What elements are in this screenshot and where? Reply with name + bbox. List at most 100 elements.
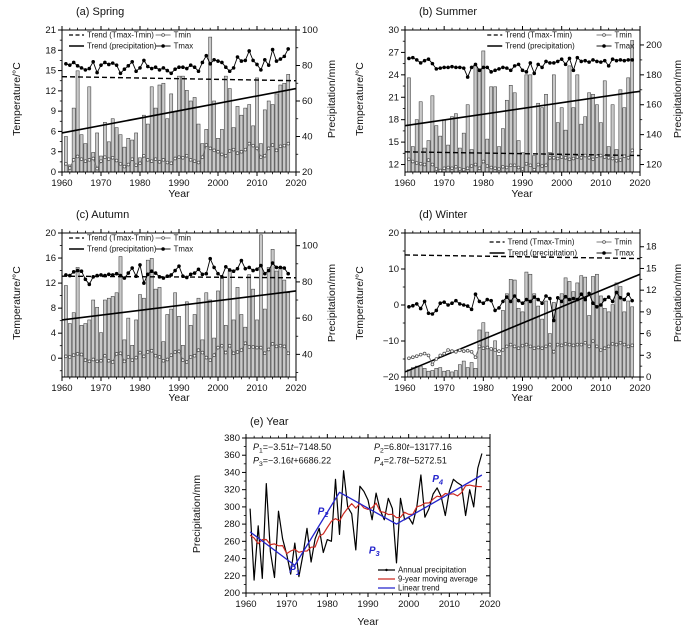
svg-text:24: 24 (388, 70, 399, 81)
svg-text:6: 6 (51, 126, 56, 137)
svg-text:Tmax: Tmax (615, 42, 635, 51)
panel-b-ylabel-right: Precipitation/mm (672, 59, 684, 139)
svg-text:21: 21 (388, 92, 399, 103)
panel-a-ylabel-right: Precipitation/mm (326, 59, 338, 139)
svg-text:0: 0 (394, 300, 399, 311)
svg-text:1990: 1990 (357, 599, 378, 610)
svg-text:340: 340 (224, 467, 240, 478)
svg-text:P4: P4 (432, 474, 444, 487)
svg-text:Trend (Tmax-Tmin): Trend (Tmax-Tmin) (87, 31, 154, 40)
svg-text:21: 21 (45, 25, 56, 36)
panel-c-ylabel-right: Precipitation/mm (326, 263, 338, 343)
svg-text:8: 8 (51, 303, 56, 314)
svg-text:1970: 1970 (90, 178, 111, 189)
svg-text:360: 360 (224, 450, 240, 461)
svg-text:30: 30 (388, 25, 399, 36)
svg-text:60: 60 (302, 96, 313, 107)
svg-text:1960: 1960 (394, 178, 415, 189)
svg-text:3: 3 (646, 350, 651, 361)
svg-text:15: 15 (388, 137, 399, 148)
svg-text:60: 60 (302, 313, 313, 324)
svg-text:P1: P1 (289, 564, 300, 577)
svg-text:P2=6.80t−13177.16: P2=6.80t−13177.16 (374, 442, 452, 454)
svg-text:280: 280 (224, 519, 240, 530)
svg-text:2020: 2020 (285, 178, 306, 189)
svg-text:−20: −20 (383, 372, 399, 383)
panel-b-ylabel-left: Temperature/°C (354, 62, 366, 136)
svg-text:P2: P2 (318, 507, 330, 520)
svg-text:18: 18 (388, 115, 399, 126)
svg-text:40: 40 (302, 132, 313, 143)
svg-text:1980: 1980 (129, 383, 150, 394)
svg-text:1990: 1990 (168, 383, 189, 394)
svg-text:180: 180 (646, 70, 662, 81)
svg-text:100: 100 (302, 241, 318, 252)
svg-text:9: 9 (646, 307, 651, 318)
svg-text:2010: 2010 (246, 178, 267, 189)
svg-text:Trend (Tmax-Tmin): Trend (Tmax-Tmin) (87, 234, 154, 243)
svg-text:Tmax: Tmax (174, 245, 194, 254)
svg-text:15: 15 (646, 263, 657, 274)
svg-text:80: 80 (302, 277, 313, 288)
svg-text:12: 12 (646, 285, 657, 296)
svg-text:Tmax: Tmax (174, 42, 194, 51)
svg-text:1960: 1960 (51, 178, 72, 189)
panel-a-xlabel: Year (168, 188, 190, 200)
panel-e-title: (e) Year (250, 416, 289, 428)
svg-text:16: 16 (45, 253, 56, 264)
svg-text:18: 18 (45, 45, 56, 56)
svg-text:P1=−3.51t−7148.50: P1=−3.51t−7148.50 (253, 442, 331, 454)
panel-d-ylabel-right: Precipitation/mm (672, 263, 684, 343)
svg-text:2020: 2020 (285, 383, 306, 394)
svg-text:2010: 2010 (439, 599, 460, 610)
svg-text:2000: 2000 (398, 599, 419, 610)
svg-text:1980: 1980 (473, 178, 494, 189)
svg-text:0: 0 (646, 372, 651, 383)
svg-text:20: 20 (45, 228, 56, 239)
svg-text:10: 10 (388, 264, 399, 275)
panel-b-title: (b) Summer (419, 6, 478, 18)
svg-text:Tmax: Tmax (615, 249, 635, 258)
panel-e-year: P1 P2 P3 P4 1960 1970 1980 1990 2000 2010 2020 200 2… (224, 433, 500, 610)
svg-text:1980: 1980 (129, 178, 150, 189)
svg-text:2020: 2020 (629, 383, 650, 394)
svg-text:P3=−3.16t+6686.22: P3=−3.16t+6686.22 (253, 456, 331, 468)
panel-e-ylabel: Precipitation/mm (191, 474, 203, 554)
svg-text:240: 240 (224, 554, 240, 565)
svg-text:9: 9 (51, 106, 56, 117)
panel-c-xlabel: Year (168, 392, 190, 404)
svg-text:15: 15 (45, 66, 56, 77)
svg-text:Trend (precipitation): Trend (precipitation) (87, 42, 157, 51)
svg-text:2020: 2020 (479, 599, 500, 610)
svg-text:2020: 2020 (629, 178, 650, 189)
svg-text:2000: 2000 (207, 383, 228, 394)
svg-text:9-year moving average: 9-year moving average (398, 575, 478, 584)
svg-text:12: 12 (45, 86, 56, 97)
panel-d-xlabel: Year (511, 392, 533, 404)
svg-text:P4=2.78t−5272.51: P4=2.78t−5272.51 (374, 456, 447, 468)
svg-text:18: 18 (646, 242, 657, 253)
svg-text:260: 260 (224, 536, 240, 547)
svg-text:120: 120 (646, 160, 662, 171)
svg-text:380: 380 (224, 433, 240, 444)
svg-text:1980: 1980 (473, 383, 494, 394)
svg-text:2010: 2010 (246, 383, 267, 394)
svg-text:Annual precipitation: Annual precipitation (398, 566, 467, 575)
svg-text:P3: P3 (369, 545, 381, 558)
svg-text:1960: 1960 (235, 599, 256, 610)
svg-text:Tmin: Tmin (174, 31, 191, 40)
panel-b-summer: 1960 1970 1980 1990 2000 2010 2020 12 15 18 21 24 27… (388, 25, 661, 189)
panel-d-ylabel-left: Temperature/°C (354, 266, 366, 340)
svg-text:1990: 1990 (168, 178, 189, 189)
panel-a-spring: 1960 1970 1980 1990 2000 2010 2020 0 3 6 9 12 15 18 21… (45, 25, 317, 189)
svg-text:0: 0 (51, 353, 56, 364)
svg-text:1960: 1960 (51, 383, 72, 394)
panel-a-ylabel-left: Temperature/°C (11, 62, 23, 136)
svg-text:3: 3 (51, 147, 56, 158)
svg-text:1990: 1990 (512, 178, 533, 189)
svg-text:Tmin: Tmin (615, 31, 632, 40)
panel-c-ylabel-left: Temperature/°C (11, 266, 23, 340)
svg-text:0: 0 (51, 167, 56, 178)
panel-c-title: (c) Autumn (76, 209, 130, 221)
